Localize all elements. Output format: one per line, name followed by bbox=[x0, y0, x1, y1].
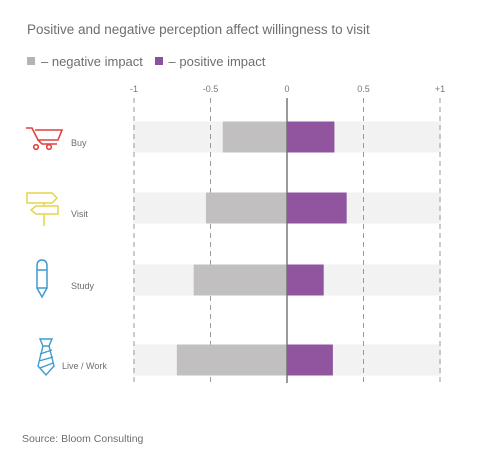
chart-title: Positive and negative perception affect … bbox=[27, 22, 370, 37]
category-label-3: Live / Work bbox=[62, 361, 107, 371]
category-label-2: Study bbox=[71, 281, 95, 291]
x-tick-label-4: +1 bbox=[435, 84, 445, 94]
source-note: Source: Bloom Consulting bbox=[22, 433, 144, 445]
bar-positive-3 bbox=[287, 344, 333, 376]
x-tick-label-3: 0.5 bbox=[357, 84, 370, 94]
bar-negative-3 bbox=[176, 344, 287, 376]
category-label-0: Buy bbox=[71, 138, 87, 148]
legend-swatch-negative bbox=[27, 57, 35, 65]
bar-positive-1 bbox=[287, 192, 347, 224]
bar-positive-2 bbox=[287, 264, 324, 296]
x-tick-label-1: -0.5 bbox=[203, 84, 219, 94]
legend: – negative impact – positive impact bbox=[27, 53, 273, 69]
legend-swatch-positive bbox=[154, 57, 163, 65]
legend-item-negative: – negative impact bbox=[27, 54, 143, 69]
shopping-cart-icon bbox=[26, 127, 64, 151]
signpost-icon bbox=[26, 192, 59, 226]
bar-negative-1 bbox=[205, 192, 287, 224]
pencil-icon bbox=[36, 259, 48, 299]
category-label-1: Visit bbox=[71, 209, 88, 219]
legend-label-positive: – positive impact bbox=[168, 53, 266, 69]
bar-positive-0 bbox=[287, 121, 335, 153]
bar-negative-0 bbox=[222, 121, 287, 153]
bar-negative-2 bbox=[193, 264, 287, 296]
legend-item-positive: – positive impact bbox=[154, 53, 266, 69]
legend-label-negative: – negative impact bbox=[41, 53, 143, 69]
necktie-icon bbox=[37, 338, 55, 377]
x-tick-label-2: 0 bbox=[284, 84, 289, 94]
x-tick-label-0: -1 bbox=[130, 84, 138, 94]
